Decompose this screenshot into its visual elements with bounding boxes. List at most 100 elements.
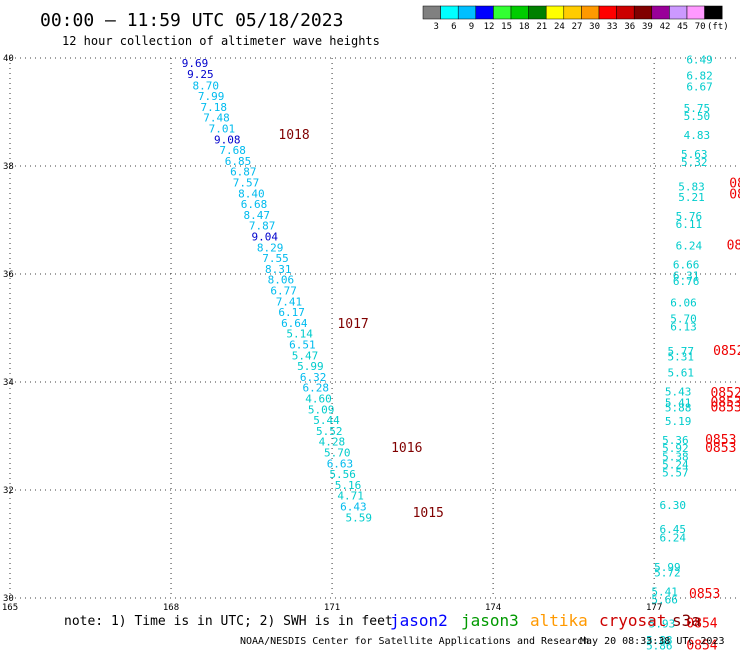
y-tick-label: 30	[3, 594, 14, 604]
scale-swatch	[545, 5, 565, 20]
pass-time-label: 085	[729, 177, 740, 192]
swh-point: 6.32	[300, 371, 327, 384]
swh-point: 5.38	[662, 450, 689, 463]
pass-time-label: 0853	[710, 401, 740, 416]
swh-point: 5.14	[286, 328, 313, 341]
scale-label: 27	[572, 22, 583, 32]
y-tick-label: 34	[3, 378, 14, 388]
scale-swatch	[510, 5, 529, 20]
swh-point: 6.28	[303, 382, 330, 395]
scale-label: 70	[695, 22, 706, 32]
pass-time-label: 0853	[689, 587, 720, 602]
footer-credit: NOAA/NESDIS Center for Satellite Applica…	[240, 636, 589, 647]
scale-label: 45	[677, 22, 688, 32]
scale-label: 36	[624, 22, 635, 32]
swh-point: 7.99	[198, 90, 225, 103]
swh-point: 7.01	[209, 123, 236, 136]
swh-point: 5.31	[668, 350, 695, 363]
swh-point: 4.60	[305, 393, 332, 406]
swh-point: 8.47	[243, 209, 270, 222]
satellite-jason3: jason3	[461, 611, 519, 630]
scale-swatch	[704, 5, 723, 20]
swh-point: 5.41	[665, 396, 692, 409]
swh-point: 5.70	[324, 447, 351, 460]
swh-point: 5.19	[665, 415, 692, 428]
scale-swatch	[493, 5, 512, 20]
swh-point: 5.56	[329, 468, 356, 481]
x-tick-label: 174	[485, 603, 501, 613]
scale-label: 3	[433, 22, 438, 32]
swh-point: 5.36	[662, 434, 689, 447]
swh-point: 9.08	[214, 133, 241, 146]
swh-point: 8.31	[265, 263, 292, 276]
color-scale: 3 6 9 12 15 18 21 24 27 30 33 36 39 42 45 70 (ft)	[422, 5, 729, 32]
swh-point: 8.06	[268, 274, 295, 287]
swh-point: 5.66	[651, 593, 678, 606]
swh-point: 7.55	[262, 252, 289, 265]
swh-point: 5.93	[649, 618, 676, 631]
scale-swatch	[651, 5, 670, 20]
swh-point: 7.18	[201, 101, 228, 114]
swh-point: 5.44	[313, 414, 340, 427]
swh-point: 7.48	[203, 112, 230, 125]
x-tick-label: 177	[646, 603, 662, 613]
pass-time-label: 085	[727, 239, 740, 254]
scale-swatch	[528, 5, 547, 20]
scale-label: 42	[660, 22, 671, 32]
scale-swatch	[686, 5, 705, 20]
swh-point: 5.57	[662, 467, 689, 480]
satellite-jason2: jason2	[390, 611, 448, 630]
y-tick-label: 38	[3, 162, 14, 172]
x-tick-label: 168	[163, 603, 179, 613]
swh-point: 8.40	[238, 187, 265, 200]
pass-time-label: 0853	[710, 395, 740, 410]
swh-point: 6.63	[327, 457, 354, 470]
swh-point: 7.41	[276, 295, 303, 308]
axis-ticks: 165 168 171 174 177 40 38 36 34 32 30	[2, 54, 662, 613]
swh-point: 6.17	[278, 306, 305, 319]
track-west: 9.699.258.707.997.187.487.019.087.686.85…	[182, 57, 372, 524]
pass-time-label: 0854	[686, 638, 717, 650]
pass-time-label: 0852	[713, 344, 740, 359]
scale-swatch	[581, 5, 600, 20]
pass-time-label: 0853	[705, 441, 736, 456]
y-tick-label: 36	[3, 270, 14, 280]
pass-time-label: 1015	[413, 506, 444, 521]
swh-point: 6.24	[676, 240, 703, 253]
satellite-s3a: s3a	[672, 611, 701, 630]
swh-point: 5.32	[681, 156, 708, 169]
swh-point: 5.72	[654, 566, 681, 579]
swh-point: 5.61	[668, 367, 695, 380]
swh-point: 9.04	[252, 231, 279, 244]
swh-point: 6.31	[673, 269, 700, 282]
scale-swatch	[633, 5, 653, 20]
swh-point: 6.85	[225, 155, 252, 168]
swh-point: 9.69	[182, 57, 209, 70]
scale-label: 12	[484, 22, 495, 32]
swh-point: 6.24	[659, 531, 686, 544]
swh-point: 5.50	[684, 110, 711, 123]
scale-swatch	[669, 5, 688, 20]
swh-point: 6.67	[686, 80, 713, 93]
y-tick-label: 32	[3, 486, 14, 496]
swh-point: 5.75	[684, 102, 711, 115]
scale-swatch	[422, 5, 441, 20]
swh-point: 7.68	[219, 144, 246, 157]
track-east: 6.49 6.826.67 5.755.50 4.83 5.635.32 5.835.21…	[646, 53, 713, 650]
footer-timestamp: May 20 08:33:38 UTC 2023	[580, 636, 725, 647]
swh-point: 6.30	[659, 499, 686, 512]
swh-point: 5.88	[646, 634, 673, 647]
scale-label: 6	[451, 22, 456, 32]
pass-time-label: 1017	[337, 317, 368, 332]
pass-time-label: 1016	[391, 441, 422, 456]
x-tick-label: 171	[324, 603, 340, 613]
swh-point: 5.24	[662, 458, 689, 471]
swh-point: 5.70	[670, 313, 697, 326]
scale-label: 18	[519, 22, 530, 32]
swh-point: 7.57	[233, 177, 260, 190]
swh-point: 6.77	[270, 285, 297, 298]
footer-note: note: 1) Time is in UTC; 2) SWH is in fe…	[64, 614, 393, 629]
satellite-legend: jason2 jason3 altika cryosat s3a	[390, 611, 701, 630]
swh-point: 5.16	[335, 479, 362, 492]
swh-point: 5.41	[651, 585, 678, 598]
